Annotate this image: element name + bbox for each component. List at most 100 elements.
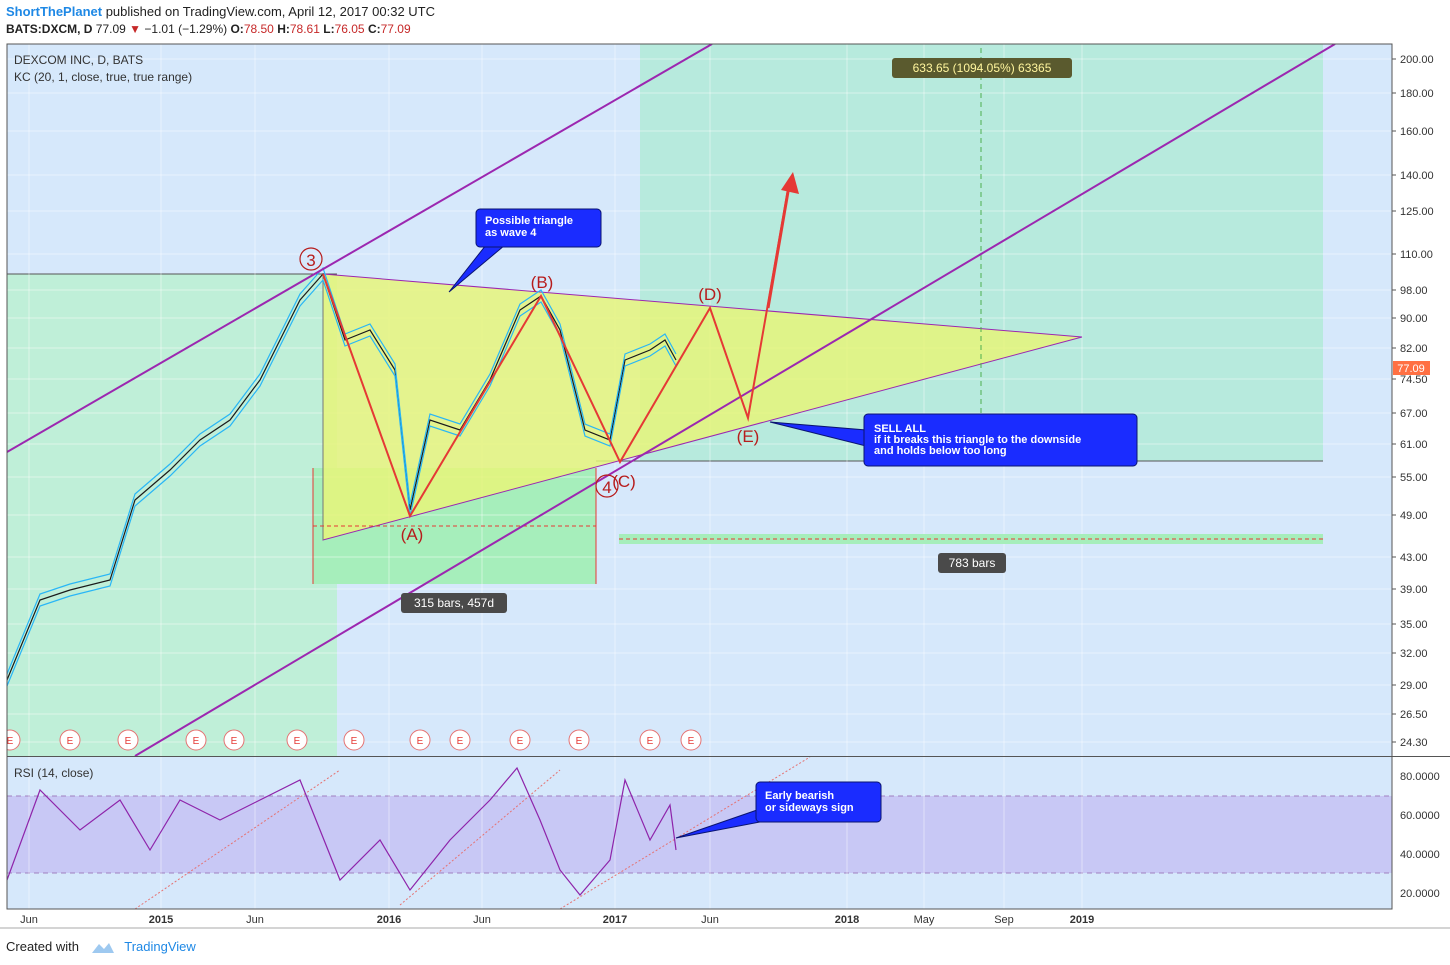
- symbol-header: BATS:DXCM, D 77.09 ▼ −1.01 (−1.29%) O:78…: [6, 22, 411, 36]
- callout-rsi-line2: or sideways sign: [765, 802, 854, 814]
- price-tick-label: 140.00: [1400, 170, 1434, 182]
- open-label: O:: [230, 22, 244, 36]
- callout-sell-line2: if it breaks this triangle to the downsi…: [874, 434, 1081, 446]
- rsi-tick-label: 60.0000: [1400, 810, 1440, 822]
- time-tick-label: Sep: [994, 914, 1014, 926]
- wave-label-b: (B): [531, 273, 554, 292]
- callout-triangle-line1: Possible triangle: [485, 215, 573, 227]
- earnings-marker[interactable]: [568, 729, 590, 751]
- earnings-marker-label: E: [576, 736, 583, 747]
- earnings-marker[interactable]: [343, 729, 365, 751]
- earnings-marker-label: E: [417, 736, 424, 747]
- price-tick-label: 29.00: [1400, 680, 1428, 692]
- earnings-marker[interactable]: [0, 729, 21, 751]
- last-price: 77.09: [95, 22, 126, 36]
- time-tick-label: 2018: [835, 914, 859, 926]
- earnings-marker-label: E: [67, 736, 74, 747]
- footer: Created with TradingView: [6, 939, 196, 955]
- price-series: [7, 266, 677, 687]
- earnings-marker-label: E: [193, 736, 200, 747]
- close-value: 77.09: [380, 22, 411, 36]
- bars-label-2-box: [938, 553, 1006, 573]
- earnings-marker[interactable]: [680, 729, 702, 751]
- earnings-marker-label: E: [688, 736, 695, 747]
- price-axis[interactable]: 200.00 180.00 160.00 140.00 125.00 110.00 98.0…: [1392, 54, 1434, 749]
- earnings-marker[interactable]: [223, 729, 245, 751]
- wave-path: [322, 177, 791, 519]
- price-change: −1.01 (−1.29%): [144, 22, 228, 36]
- time-tick-label: 2019: [1070, 914, 1094, 926]
- low-label: L:: [323, 22, 335, 36]
- wave-label-e: (E): [737, 427, 760, 446]
- price-tick-label: 82.00: [1400, 343, 1428, 355]
- time-tick-label: Jun: [246, 914, 264, 926]
- earnings-marker-label: E: [647, 736, 654, 747]
- indicator-title: KC (20, 1, close, true, true range): [14, 70, 192, 84]
- chart-title: DEXCOM INC, D, BATS: [14, 53, 143, 67]
- symbol-name[interactable]: BATS:DXCM, D: [6, 22, 93, 36]
- callout-sell-box[interactable]: [863, 413, 1138, 467]
- current-price-marker: [1393, 361, 1430, 375]
- time-tick-label: 2017: [603, 914, 627, 926]
- time-tick-label: Jun: [701, 914, 719, 926]
- price-tick-label: 90.00: [1400, 313, 1428, 325]
- open-value: 78.50: [243, 22, 274, 36]
- price-tick-label: 180.00: [1400, 88, 1434, 100]
- price-tick-label: 125.00: [1400, 206, 1434, 218]
- earnings-marker[interactable]: [185, 729, 207, 751]
- time-axis[interactable]: Jun 2015 Jun 2016 Jun 2017 Jun 2018 May Sep 2019: [20, 914, 1094, 926]
- earnings-marker[interactable]: [449, 729, 471, 751]
- high-value: 78.61: [289, 22, 320, 36]
- price-line: [7, 266, 677, 675]
- wave-label-c: (C): [612, 472, 636, 491]
- earnings-marker-label: E: [231, 736, 238, 747]
- earnings-marker[interactable]: [639, 729, 661, 751]
- earnings-marker-label: E: [351, 736, 358, 747]
- earnings-marker[interactable]: [286, 729, 308, 751]
- earnings-marker-label: E: [294, 736, 301, 747]
- wave-label-3: 3: [306, 251, 315, 270]
- earnings-marker-label: E: [7, 736, 14, 747]
- earnings-marker[interactable]: [117, 729, 139, 751]
- callout-rsi-box[interactable]: [755, 781, 882, 823]
- price-tick-label: 55.00: [1400, 472, 1428, 484]
- channel-upper-line: [7, 44, 713, 453]
- tradingview-logo-icon[interactable]: [91, 941, 115, 955]
- callout-triangle-line2: as wave 4: [485, 227, 537, 239]
- low-value: 76.05: [334, 22, 365, 36]
- time-tick-label: Jun: [473, 914, 491, 926]
- time-tick-label: 2016: [377, 914, 401, 926]
- earnings-marker-label: E: [125, 736, 132, 747]
- author-link[interactable]: ShortThePlanet: [6, 4, 103, 19]
- price-tick-label: 67.00: [1400, 408, 1428, 420]
- earnings-marker[interactable]: [59, 729, 81, 751]
- bars-label-1-box: [401, 593, 507, 613]
- time-tick-label: Jun: [20, 914, 38, 926]
- callout-rsi-line1: Early bearish: [765, 790, 834, 802]
- price-tick-label: 200.00: [1400, 54, 1434, 66]
- price-tick-label: 35.00: [1400, 619, 1428, 631]
- rsi-tick-label: 20.0000: [1400, 888, 1440, 900]
- price-tick-label: 43.00: [1400, 552, 1428, 564]
- close-label: C:: [367, 22, 381, 36]
- earnings-marker-label: E: [457, 736, 464, 747]
- measure-zone-left: [7, 274, 337, 756]
- bars-label-2: 783 bars: [949, 556, 996, 570]
- tradingview-link[interactable]: TradingView: [124, 939, 196, 954]
- price-tick-label: 110.00: [1400, 249, 1433, 261]
- target-label-box: [892, 58, 1072, 78]
- rsi-axis[interactable]: 80.0000 60.0000 40.0000 20.0000: [1400, 771, 1440, 900]
- rsi-trend-2: [399, 769, 561, 906]
- wave-4-circle: [595, 474, 619, 498]
- wave-arrow-shaft: [766, 179, 792, 309]
- earnings-marker[interactable]: [409, 729, 431, 751]
- wave-label-4: 4: [602, 478, 611, 497]
- high-label: H:: [277, 22, 290, 36]
- channel-lower-line: [134, 44, 1336, 756]
- rsi-tick-label: 40.0000: [1400, 849, 1440, 861]
- time-tick-label: May: [914, 914, 935, 926]
- callout-triangle-box[interactable]: [475, 208, 602, 248]
- earnings-marker[interactable]: [509, 729, 531, 751]
